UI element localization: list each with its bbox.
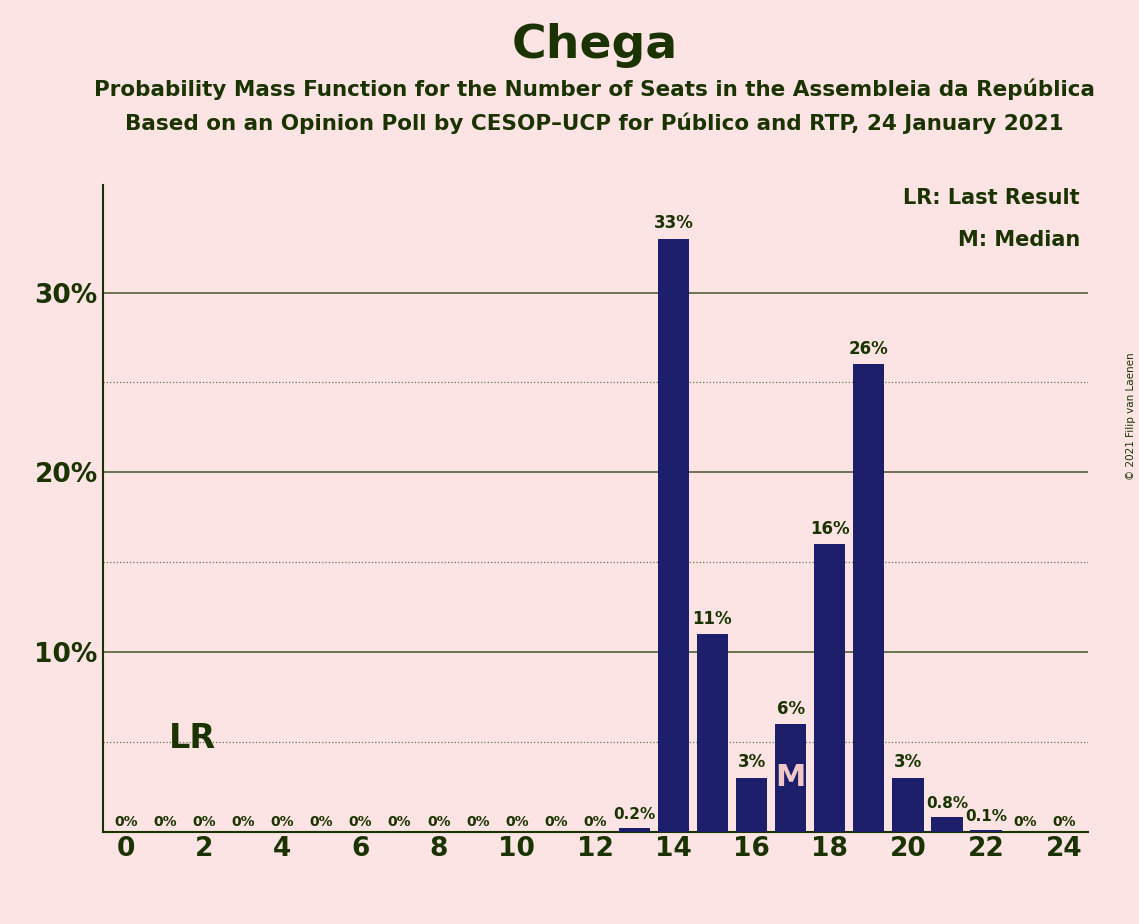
Text: 0%: 0%	[583, 815, 607, 829]
Text: 0%: 0%	[427, 815, 451, 829]
Text: 0%: 0%	[192, 815, 216, 829]
Text: 16%: 16%	[810, 520, 850, 538]
Bar	[892, 778, 924, 832]
Text: LR: LR	[169, 722, 216, 755]
Text: 3%: 3%	[737, 753, 765, 772]
Text: 33%: 33%	[654, 214, 694, 233]
Bar	[970, 830, 1001, 832]
Bar	[932, 817, 962, 832]
Text: Chega: Chega	[511, 23, 678, 68]
Text: 0%: 0%	[505, 815, 528, 829]
Text: 0%: 0%	[271, 815, 294, 829]
Text: 26%: 26%	[849, 340, 888, 359]
Text: 0.1%: 0.1%	[965, 808, 1007, 823]
Text: M: M	[776, 763, 805, 792]
Text: 0%: 0%	[544, 815, 568, 829]
Text: 0%: 0%	[231, 815, 255, 829]
Text: 0%: 0%	[388, 815, 411, 829]
Text: LR: Last Result: LR: Last Result	[903, 188, 1080, 209]
Text: 11%: 11%	[693, 610, 732, 627]
Bar	[814, 544, 845, 832]
Text: 0%: 0%	[1014, 815, 1036, 829]
Text: 0%: 0%	[349, 815, 372, 829]
Text: 0%: 0%	[466, 815, 490, 829]
Text: 0%: 0%	[1052, 815, 1076, 829]
Bar	[853, 364, 885, 832]
Text: Based on an Opinion Poll by CESOP–UCP for Público and RTP, 24 January 2021: Based on an Opinion Poll by CESOP–UCP fo…	[125, 113, 1064, 134]
Bar	[657, 238, 689, 832]
Bar	[697, 634, 728, 832]
Text: 0.2%: 0.2%	[613, 807, 655, 821]
Text: M: Median: M: Median	[958, 230, 1080, 249]
Text: 0.8%: 0.8%	[926, 796, 968, 811]
Text: 0%: 0%	[154, 815, 177, 829]
Text: Probability Mass Function for the Number of Seats in the Assembleia da República: Probability Mass Function for the Number…	[95, 79, 1095, 100]
Bar	[736, 778, 768, 832]
Bar	[618, 828, 650, 832]
Text: 0%: 0%	[114, 815, 138, 829]
Text: © 2021 Filip van Laenen: © 2021 Filip van Laenen	[1126, 352, 1136, 480]
Text: 3%: 3%	[894, 753, 923, 772]
Text: 6%: 6%	[777, 699, 804, 718]
Text: 0%: 0%	[310, 815, 334, 829]
Bar	[775, 723, 806, 832]
